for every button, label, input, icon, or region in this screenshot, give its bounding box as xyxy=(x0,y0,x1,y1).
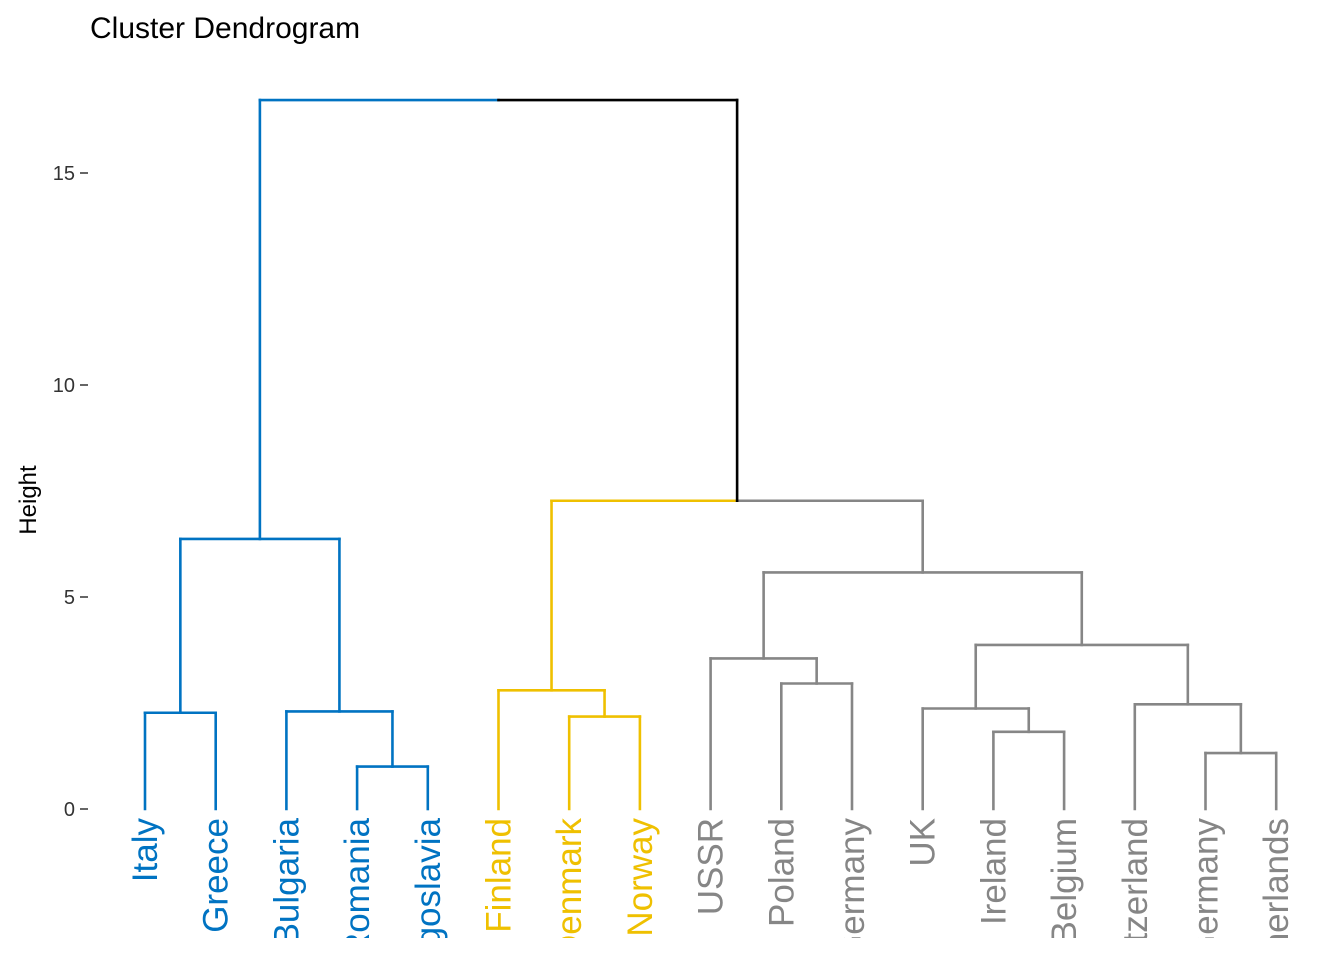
dendrogram-branches xyxy=(143,98,1278,811)
y-axis-label: Height xyxy=(15,465,42,535)
leaf-label: Italy xyxy=(126,818,165,883)
leaf-label: UK xyxy=(904,818,943,867)
chart-title: Cluster Dendrogram xyxy=(90,12,361,45)
y-tick-label: 10 xyxy=(53,375,75,397)
leaf-label: Poland xyxy=(762,818,801,927)
leaf-label: Ireland xyxy=(974,818,1013,925)
leaf-label: Switzerland xyxy=(1116,818,1155,960)
y-tick-label: 0 xyxy=(64,799,75,821)
y-tick-label: 5 xyxy=(64,587,75,609)
leaf-label: Bulgaria xyxy=(267,817,306,946)
leaf-label: Denmark xyxy=(550,818,589,960)
leaf-label: W Germany xyxy=(1187,818,1226,960)
leaf-label: Finland xyxy=(480,818,519,933)
y-tick-label: 15 xyxy=(53,163,75,185)
leaf-label: Netherlands xyxy=(1257,818,1296,960)
leaf-label: USSR xyxy=(692,818,731,915)
leaf-labels: Italy Greece Bulgaria Romania Yugoslavia Finl… xyxy=(126,817,1296,960)
leaf-label: Yugoslavia xyxy=(409,817,448,960)
leaf-label: Belgium xyxy=(1045,818,1084,944)
leaf-label: Romania xyxy=(338,817,377,958)
leaf-label: Greece xyxy=(197,818,236,933)
leaf-label: E Germany xyxy=(833,818,872,960)
y-axis: 0 5 10 15 xyxy=(53,163,88,821)
leaf-label: Norway xyxy=(621,818,660,937)
